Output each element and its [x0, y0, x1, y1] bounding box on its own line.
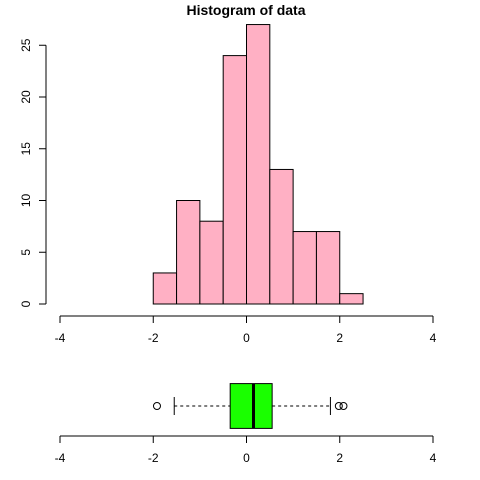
- histogram-bar-4: [246, 24, 271, 305]
- histogram-x-tick-label-1: -2: [148, 331, 159, 345]
- histogram-bar-1: [176, 200, 201, 305]
- histogram-y-tick-label-3: 15: [19, 142, 33, 156]
- boxplot-x-tick-label-3: 2: [336, 451, 343, 465]
- boxplot-x-tick-label-0: -4: [55, 451, 66, 465]
- histogram-bar-5: [269, 168, 294, 305]
- histogram-bar-6: [292, 231, 317, 305]
- boxplot-outlier-1: [334, 402, 343, 410]
- boxplot-x-tick-label-1: -2: [148, 451, 159, 465]
- histogram-x-tick-label-2: 0: [243, 331, 250, 345]
- histogram-bar-0: [152, 272, 178, 305]
- histogram-bar-2: [199, 220, 224, 305]
- histogram-x-tick-label-4: 4: [430, 331, 437, 345]
- boxplot-x-tick-label-4: 4: [430, 451, 437, 465]
- boxplot-outlier-2: [339, 402, 348, 410]
- histogram-bar-8: [339, 293, 364, 305]
- histogram-bar-7: [315, 231, 341, 305]
- histogram-y-tick-label-4: 20: [19, 90, 33, 104]
- histogram-y-tick-label-1: 5: [19, 249, 33, 256]
- histogram-bar-3: [222, 55, 247, 305]
- histogram-y-tick-label-2: 10: [19, 194, 33, 208]
- boxplot-x-axis: -4 -2 0 2 4: [55, 435, 437, 465]
- histogram-x-tick-label-0: -4: [55, 331, 66, 345]
- histogram-y-axis: 0 5 10 15 20 25: [19, 38, 47, 307]
- histogram-x-tick-label-3: 2: [336, 331, 343, 345]
- histogram-y-tick-label-5: 25: [19, 38, 33, 52]
- boxplot-x-tick-label-2: 0: [243, 451, 250, 465]
- boxplot: [152, 383, 348, 429]
- boxplot-outlier-0: [152, 402, 161, 410]
- histogram-y-tick-label-0: 0: [19, 300, 33, 307]
- boxplot-box: [229, 383, 273, 429]
- histogram-x-axis: -4 -2 0 2 4: [55, 315, 437, 345]
- histogram-bars: [152, 24, 364, 305]
- chart-title: Histogram of data: [186, 2, 305, 18]
